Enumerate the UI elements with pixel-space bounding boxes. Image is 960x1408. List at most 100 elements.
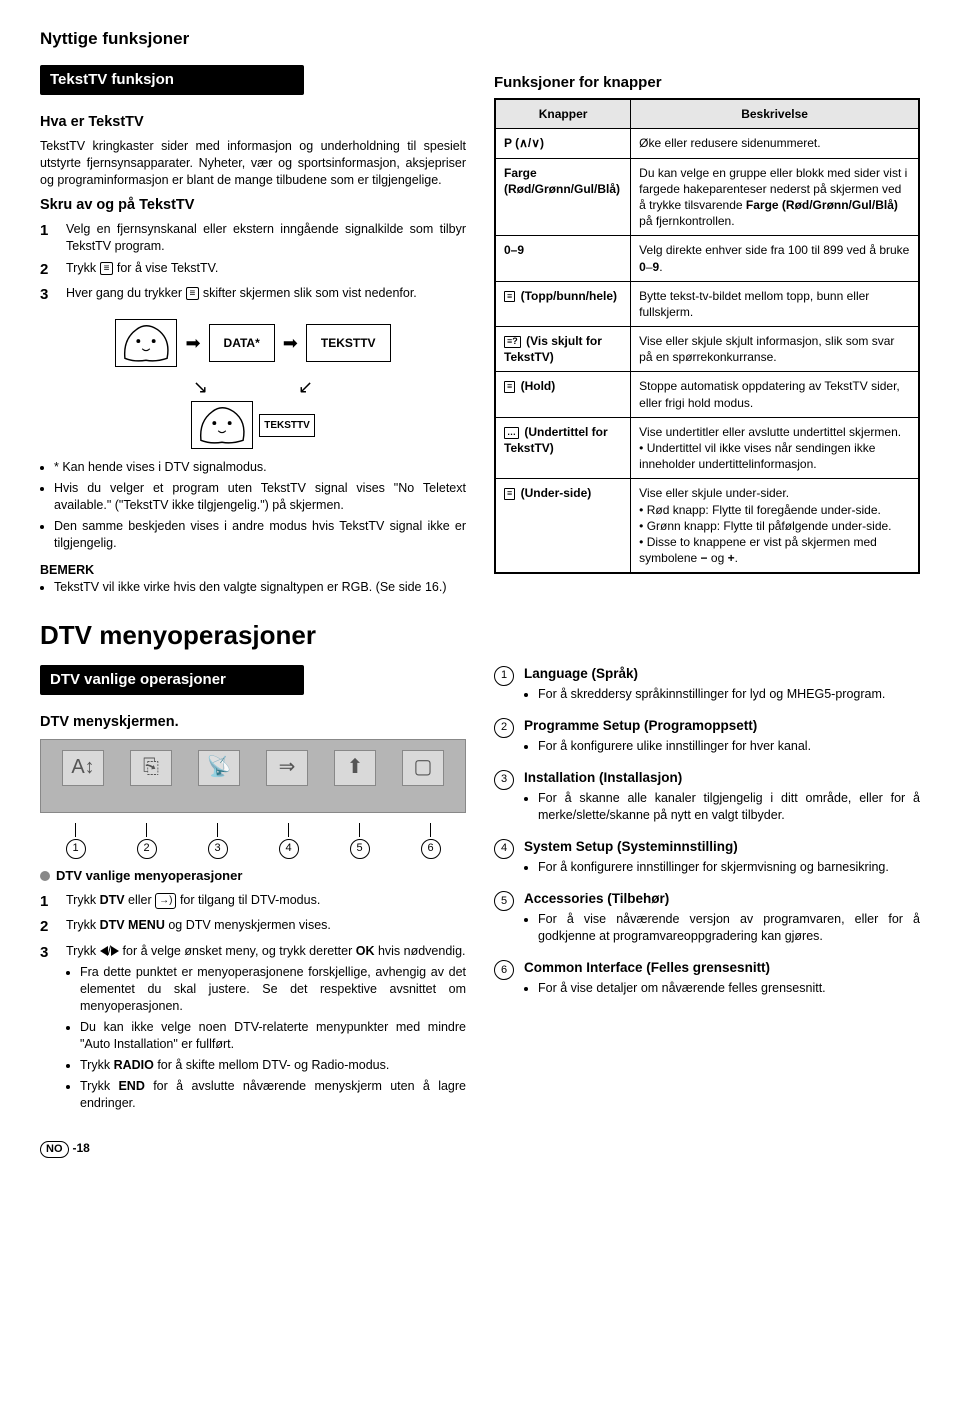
bemerk-list: TekstTV vil ikke virke hvis den valgte s… [40, 579, 466, 596]
bullet-item: Fra dette punktet er menyoperasjonene fo… [80, 964, 466, 1015]
table-row: ≡? (Vis skjult for TekstTV)Vise eller sk… [495, 327, 919, 372]
dtv-left-column: DTV vanlige operasjoner DTV menyskjermen… [40, 665, 466, 1121]
arrow-right-icon: ➡ [185, 331, 200, 355]
table-header: Knapper [495, 99, 631, 129]
item-body: Installation (Installasjon) For å skanne … [524, 769, 920, 824]
item-bullets: For å vise nåværende versjon av programv… [524, 911, 920, 945]
arrow-right-icon: ➡ [283, 331, 298, 355]
menu-description-item: 6Common Interface (Felles grensesnitt)Fo… [494, 959, 920, 997]
flow-teksttv-small-box: TEKSTTV [259, 414, 315, 438]
bullet-item: For å skanne alle kanaler tilgjengelig i… [538, 790, 920, 824]
arrow-down-right-icon: ↘ [193, 375, 208, 399]
flow-data-box: DATA* [209, 324, 275, 362]
table-row: ≡ (Hold)Stoppe automatisk oppdatering av… [495, 372, 919, 417]
beskrivelse-cell: Bytte tekst-tv-bildet mellom topp, bunn … [631, 281, 919, 326]
stem-line [359, 823, 360, 837]
hva-er-title: Hva er TekstTV [40, 113, 466, 133]
item-bullets: For å vise detaljer om nåværende felles … [524, 980, 920, 997]
beskrivelse-cell: Vise eller skjule under-sider.• Rød knap… [631, 479, 919, 573]
skru-steps: 1 Velg en fjernsynskanal eller ekstern i… [40, 221, 466, 305]
menu-icon: ⎘ [130, 750, 172, 786]
stem-line [288, 823, 289, 837]
lion-image-box [115, 319, 177, 367]
step-text: Trykk / for å velge ønsket meny, og tryk… [66, 943, 466, 1116]
knapper-title: Funksjoner for knapper [494, 73, 920, 93]
lion-icon [116, 320, 176, 366]
circle-number: 5 [350, 839, 370, 859]
dtv-subop-title: DTV vanlige menyoperasjoner [40, 867, 466, 885]
triangle-left-icon [100, 946, 108, 956]
menu-icon: ⇒ [266, 750, 308, 786]
teletext-icon: ≡ [100, 262, 114, 275]
button-icon: ≡ [504, 381, 515, 393]
menu-icon: A↕ [62, 750, 104, 786]
item-bullets: For å konfigurere innstillinger for skje… [524, 859, 920, 876]
stem-line [146, 823, 147, 837]
circle-number: 6 [421, 839, 441, 859]
arrow-down-left-icon: ↙ [298, 375, 313, 399]
step-number: 3 [40, 943, 54, 1116]
teksttv-section-bar: TekstTV funksjon [40, 65, 304, 95]
table-row: … (Undertittel for TekstTV)Vise undertit… [495, 417, 919, 479]
beskrivelse-cell: Vise undertitler eller avslutte undertit… [631, 417, 919, 479]
dtv-section-bar: DTV vanlige operasjoner [40, 665, 304, 695]
beskrivelse-cell: Velg direkte enhver side fra 100 til 899… [631, 236, 919, 281]
item-bullets: For å konfigurere ulike innstillinger fo… [524, 738, 920, 755]
step-text: Trykk DTV eller →) for tilgang til DTV-m… [66, 892, 466, 912]
item-body: Accessories (Tilbehør) For å vise nåværen… [524, 890, 920, 945]
flow-diagram-row2: TEKSTTV [40, 401, 466, 449]
bullet-item: For å konfigurere ulike innstillinger fo… [538, 738, 920, 755]
circle-number: 2 [494, 718, 514, 738]
item-body: Language (Språk) For å skreddersy språkin… [524, 665, 920, 703]
bullet-item: Trykk RADIO for å skifte mellom DTV- og … [80, 1057, 466, 1074]
table-header: Beskrivelse [631, 99, 919, 129]
language-badge: NO [40, 1141, 69, 1158]
knapp-cell: Farge (Rød/Grønn/Gul/Blå) [495, 158, 631, 236]
circle-number: 4 [494, 839, 514, 859]
flow-diagram-row1: ➡ DATA* ➡ TEKSTTV [40, 319, 466, 367]
knapp-cell: ≡? (Vis skjult for TekstTV) [495, 327, 631, 372]
circle-number: 4 [279, 839, 299, 859]
item-heading: Installation (Installasjon) [524, 769, 920, 787]
bullet-item: Du kan ikke velge noen DTV-relaterte men… [80, 1019, 466, 1053]
step-text: Velg en fjernsynskanal eller ekstern inn… [66, 221, 466, 255]
bullet-item: For å skreddersy språkinnstillinger for … [538, 686, 920, 703]
menu-circle-labels: 123456 [40, 839, 466, 859]
beskrivelse-cell: Stoppe automatisk oppdatering av TekstTV… [631, 372, 919, 417]
bullet-item: For å vise detaljer om nåværende felles … [538, 980, 920, 997]
step-number: 1 [40, 892, 54, 912]
knapp-cell: ≡ (Hold) [495, 372, 631, 417]
bemerk-label: BEMERK [40, 562, 466, 579]
stem-line [75, 823, 76, 837]
button-icon: ≡ [504, 488, 515, 500]
bullet-dot-icon [40, 871, 50, 881]
table-row: P (∧/∨)Øke eller redusere sidenummeret. [495, 129, 919, 158]
circle-number: 5 [494, 891, 514, 911]
menu-icon: ▢ [402, 750, 444, 786]
step-text: Trykk DTV MENU og DTV menyskjermen vises… [66, 917, 466, 937]
knapp-cell: P (∧/∨) [495, 129, 631, 158]
item-heading: Language (Språk) [524, 665, 920, 683]
knapp-cell: ≡ (Topp/bunn/hele) [495, 281, 631, 326]
menu-description-item: 4 System Setup (Systeminnstilling) For å k… [494, 838, 920, 876]
circle-number: 1 [66, 839, 86, 859]
menu-icon: 📡 [198, 750, 240, 786]
dtv-right-column: 1Language (Språk)For å skreddersy språki… [494, 665, 920, 1121]
item-heading: Programme Setup (Programoppsett) [524, 717, 920, 735]
button-icon: ≡ [504, 291, 515, 303]
item-heading: System Setup (Systeminnstilling) [524, 838, 920, 856]
bullet-item: For å konfigurere innstillinger for skje… [538, 859, 920, 876]
dtv-columns: DTV vanlige operasjoner DTV menyskjermen… [40, 665, 920, 1121]
dtv-steps: 1 Trykk DTV eller →) for tilgang til DTV… [40, 892, 466, 1115]
right-column: Funksjoner for knapper Knapper Beskrivel… [494, 65, 920, 600]
step-text: Trykk ≡ for å vise TekstTV. [66, 260, 466, 280]
item-heading: Accessories (Tilbehør) [524, 890, 920, 908]
bullet-item: Trykk END for å avslutte nåværende menys… [80, 1078, 466, 1112]
stem-line [430, 823, 431, 837]
menu-description-item: 1Language (Språk)For å skreddersy språki… [494, 665, 920, 703]
menu-icons-row: A↕⎘📡⇒⬆▢ [49, 750, 457, 786]
item-heading: Common Interface (Felles grensesnitt) [524, 959, 920, 977]
button-icon: … [504, 427, 519, 439]
menu-description-item: 2 Programme Setup (Programoppsett) For å k… [494, 717, 920, 755]
step-text: Hver gang du trykker ≡ skifter skjermen … [66, 285, 466, 305]
